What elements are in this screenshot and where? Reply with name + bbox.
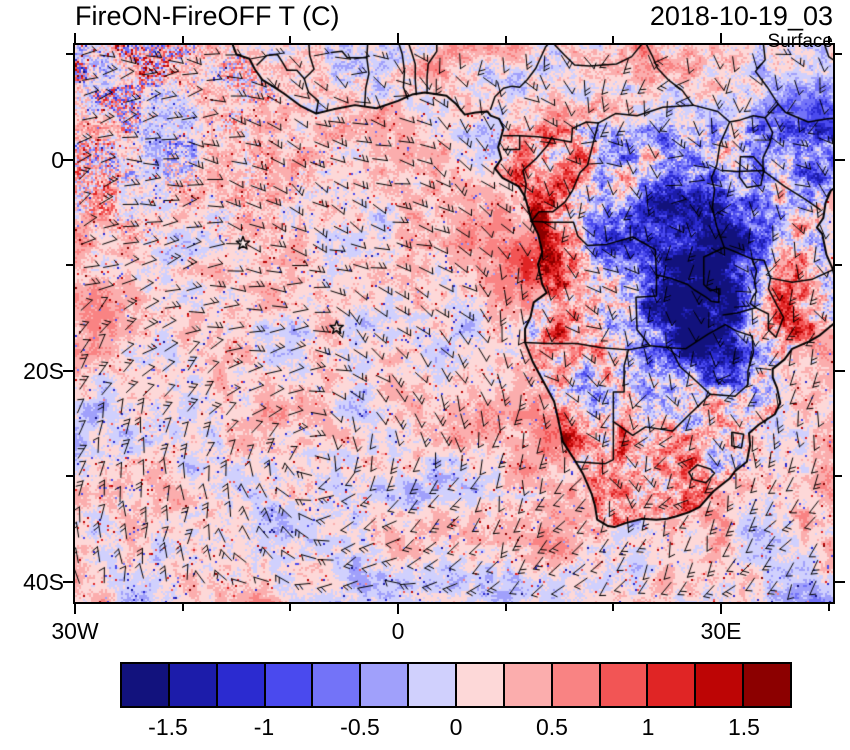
colorbar-cell [167, 664, 216, 706]
axis-tick [835, 580, 845, 583]
colorbar-cell [598, 664, 647, 706]
axis-tick [504, 604, 507, 611]
axis-tick [720, 33, 723, 43]
colorbar-cell [215, 664, 264, 706]
colorbar-cell [694, 664, 743, 706]
axis-tick [66, 53, 73, 56]
colorbar-label: 0.5 [536, 714, 568, 740]
colorbar [120, 662, 792, 708]
axis-tick [66, 264, 73, 267]
colorbar-cell [407, 664, 456, 706]
x-axis-label: 0 [391, 618, 405, 644]
y-axis-label: 0 [51, 146, 64, 173]
axis-tick [835, 369, 845, 372]
axis-tick [827, 604, 830, 611]
colorbar-cell [455, 664, 503, 706]
axis-tick [504, 36, 507, 43]
colorbar-label: -1 [253, 714, 275, 740]
axis-tick [74, 604, 76, 614]
colorbar-cell [502, 664, 551, 706]
axis-tick [63, 580, 73, 583]
date-label: 2018-10-19_03 [649, 1, 833, 31]
colorbar-label: -1.5 [148, 714, 188, 740]
axis-tick [397, 33, 399, 43]
colorbar-cell [742, 664, 791, 706]
colorbar-cell [550, 664, 599, 706]
plot-title: FireON-FireOFF T (C) [75, 1, 340, 31]
colorbar-cell [263, 664, 312, 706]
axis-tick [63, 158, 73, 161]
axis-tick [612, 36, 615, 43]
axis-tick [74, 33, 76, 43]
colorbar-label: 1.5 [728, 714, 760, 740]
axis-tick [289, 36, 292, 43]
axis-tick [835, 158, 845, 161]
axis-tick [66, 475, 73, 478]
axis-tick [181, 604, 184, 611]
colorbar-cell [359, 664, 408, 706]
colorbar-label: 1 [641, 714, 655, 740]
axis-tick [612, 604, 615, 611]
axis-tick [835, 264, 842, 267]
axis-tick [181, 36, 184, 43]
x-axis-label: 30W [51, 618, 99, 644]
colorbar-cell [311, 664, 360, 706]
map-canvas [75, 45, 833, 602]
colorbar-cell [122, 664, 168, 706]
axis-tick [63, 369, 73, 372]
colorbar-cell [646, 664, 695, 706]
y-axis-label: 40S [23, 568, 64, 595]
colorbar-label: 0 [449, 714, 463, 740]
y-axis-label: 20S [23, 357, 64, 384]
axis-tick [835, 53, 842, 56]
axis-tick [397, 604, 399, 614]
axis-tick [720, 604, 723, 614]
axis-tick [289, 604, 292, 611]
axis-tick [835, 475, 842, 478]
x-axis-label: 30E [700, 618, 742, 644]
level-label: Surface [767, 31, 833, 52]
colorbar-label: -0.5 [340, 714, 380, 740]
